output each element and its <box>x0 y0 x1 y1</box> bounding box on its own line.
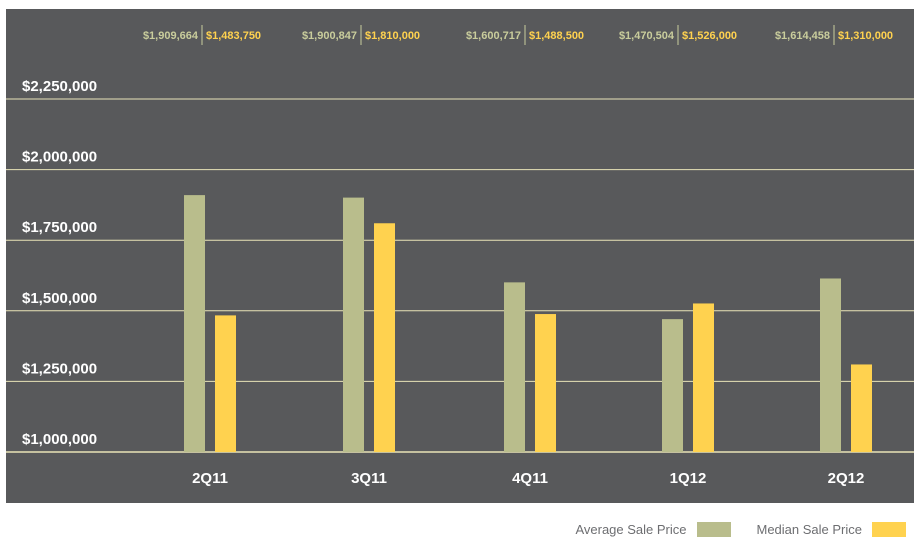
bar-chart: $1,000,000 $1,250,000 $1,500,000 $1,750,000… <box>6 25 914 487</box>
value-label-median: $1,810,000 <box>365 30 420 42</box>
legend-label-average: Average Sale Price <box>575 522 687 537</box>
value-label-average: $1,470,504 <box>619 30 675 42</box>
legend-swatch-average <box>696 522 731 537</box>
y-tick-label: $2,000,000 <box>22 149 97 166</box>
value-label-median: $1,488,500 <box>529 30 584 42</box>
chart-panel: $1,000,000 $1,250,000 $1,500,000 $1,750,000… <box>6 9 914 503</box>
x-tick-label: 1Q12 <box>670 470 707 487</box>
legend-item-average: Average Sale Price <box>575 522 731 537</box>
value-label-median: $1,526,000 <box>682 30 737 42</box>
legend: Average Sale Price Median Sale Price <box>549 522 906 537</box>
value-label-average: $1,600,717 <box>466 30 521 42</box>
x-tick-label: 3Q11 <box>351 470 387 487</box>
bar-median <box>215 315 236 452</box>
bar-median <box>535 314 556 452</box>
value-label-median: $1,483,750 <box>206 30 261 42</box>
value-label-average: $1,909,664 <box>143 30 199 42</box>
bar-average <box>343 197 364 452</box>
legend-swatch-median <box>872 522 906 537</box>
legend-label-median: Median Sale Price <box>756 522 863 537</box>
bar-average <box>184 195 205 452</box>
y-tick-label: $1,500,000 <box>22 290 97 307</box>
bar-median <box>693 303 714 452</box>
value-label-median: $1,310,000 <box>838 30 893 42</box>
x-tick-label: 2Q12 <box>828 470 865 487</box>
legend-item-median: Median Sale Price <box>756 522 906 537</box>
value-label-average: $1,614,458 <box>775 30 830 42</box>
bar-median <box>374 223 395 452</box>
y-tick-label: $2,250,000 <box>22 78 97 95</box>
bar-median <box>851 364 872 452</box>
value-label-average: $1,900,847 <box>302 30 357 42</box>
bar-average <box>504 282 525 452</box>
bar-average <box>820 278 841 452</box>
x-tick-label: 4Q11 <box>512 470 548 487</box>
bar-average <box>662 319 683 452</box>
y-tick-label: $1,250,000 <box>22 360 97 377</box>
y-tick-label: $1,000,000 <box>22 431 97 448</box>
x-tick-label: 2Q11 <box>192 470 228 487</box>
y-tick-label: $1,750,000 <box>22 219 97 236</box>
